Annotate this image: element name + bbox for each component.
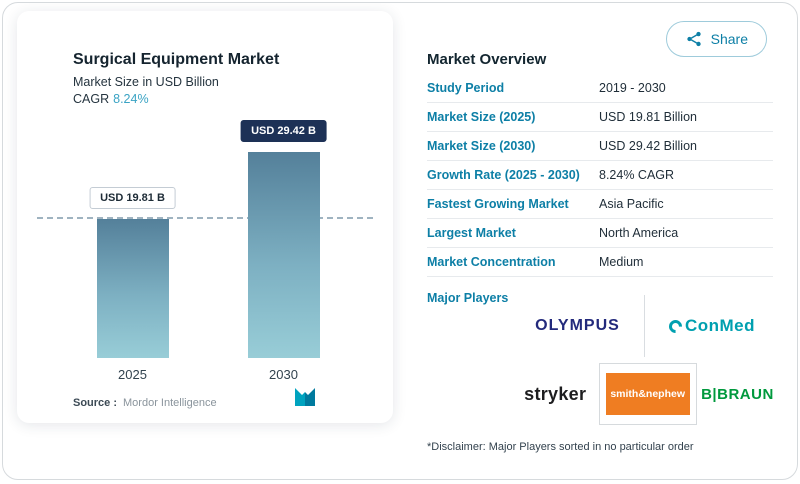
disclaimer-text: *Disclaimer: Major Players sorted in no … (427, 441, 694, 453)
bar-value-label-2025: USD 19.81 B (89, 187, 176, 209)
x-tick-2025: 2025 (118, 367, 147, 382)
chart-title: Surgical Equipment Market (73, 51, 280, 68)
mordor-logo-icon (295, 388, 315, 406)
row-value: 8.24% CAGR (599, 168, 675, 182)
row-value: USD 19.81 Billion (599, 110, 697, 124)
major-players-label: Major Players (427, 291, 509, 305)
market-overview-panel: Market Overview Study Period 2019 - 2030… (427, 51, 773, 431)
bbraun-logo: B|BRAUN (701, 385, 774, 403)
row-value: 2019 - 2030 (599, 81, 666, 95)
share-button-label: Share (710, 31, 748, 47)
player-smith-nephew: smith&nephew (598, 363, 697, 425)
row-label: Growth Rate (2025 - 2030) (427, 168, 580, 182)
conmed-c-icon (666, 316, 685, 336)
row-label: Market Size (2030) (427, 139, 536, 153)
overview-row-largest-market: Largest Market North America (427, 219, 773, 248)
market-chart-card: Surgical Equipment Market Market Size in… (17, 11, 393, 423)
bar-value-label-2030: USD 29.42 B (240, 120, 327, 142)
olympus-logo: OLYMPUS (535, 317, 620, 334)
player-olympus: OLYMPUS (511, 295, 645, 357)
row-label: Study Period (427, 81, 505, 95)
cagr-value: 8.24% (113, 92, 149, 106)
chart-header: Surgical Equipment Market Market Size in… (17, 11, 393, 106)
player-bbraun: B|BRAUN (696, 386, 779, 403)
overview-row-market-size-2025: Market Size (2025) USD 19.81 Billion (427, 103, 773, 132)
row-label: Market Concentration (427, 255, 556, 269)
source-value: Mordor Intelligence (123, 397, 217, 409)
row-value: Medium (599, 255, 644, 269)
cagr-label: CAGR (73, 92, 110, 106)
stryker-logo: stryker (524, 383, 587, 404)
row-value: North America (599, 226, 679, 240)
overview-title: Market Overview (427, 51, 547, 68)
major-players-logos: OLYMPUS ConMed stryker smith&nephew (511, 295, 779, 431)
bar-group-2025: USD 19.81 B (89, 120, 176, 358)
bar-2025 (96, 219, 169, 358)
row-label: Market Size (2025) (427, 110, 536, 124)
bar-chart: USD 19.81 B USD 29.42 B (37, 120, 373, 358)
overview-row-growth-rate: Growth Rate (2025 - 2030) 8.24% CAGR (427, 161, 773, 190)
share-icon (686, 31, 701, 47)
players-row-1: OLYMPUS ConMed (511, 295, 779, 357)
overview-row-market-concentration: Market Concentration Medium (427, 248, 773, 277)
bar-group-2030: USD 29.42 B (240, 120, 327, 358)
row-label: Largest Market (427, 226, 516, 240)
source-label: Source : (73, 397, 118, 409)
player-stryker: stryker (511, 384, 599, 405)
overview-row-study-period: Study Period 2019 - 2030 (427, 74, 773, 103)
x-axis-labels: 2025 2030 (57, 367, 359, 382)
row-value: USD 29.42 Billion (599, 139, 697, 153)
source-row: Source : Mordor Intelligence (73, 388, 369, 409)
mordor-intelligence-logo (293, 384, 317, 413)
chart-cagr: CAGR 8.24% (73, 92, 369, 106)
conmed-logo: ConMed (666, 316, 755, 336)
overview-row-fastest-growing-market: Fastest Growing Market Asia Pacific (427, 190, 773, 219)
players-row-2: stryker smith&nephew B|BRAUN (511, 357, 779, 431)
smith-nephew-logo: smith&nephew (598, 363, 697, 425)
overview-row-market-size-2030: Market Size (2030) USD 29.42 Billion (427, 132, 773, 161)
row-label: Fastest Growing Market (427, 197, 569, 211)
chart-subtitle: Market Size in USD Billion (73, 75, 219, 89)
x-tick-2030: 2030 (269, 367, 298, 382)
reference-line (37, 217, 373, 219)
player-conmed: ConMed (645, 295, 779, 357)
row-value: Asia Pacific (599, 197, 664, 211)
share-button[interactable]: Share (665, 21, 767, 57)
bar-2030 (247, 152, 320, 358)
